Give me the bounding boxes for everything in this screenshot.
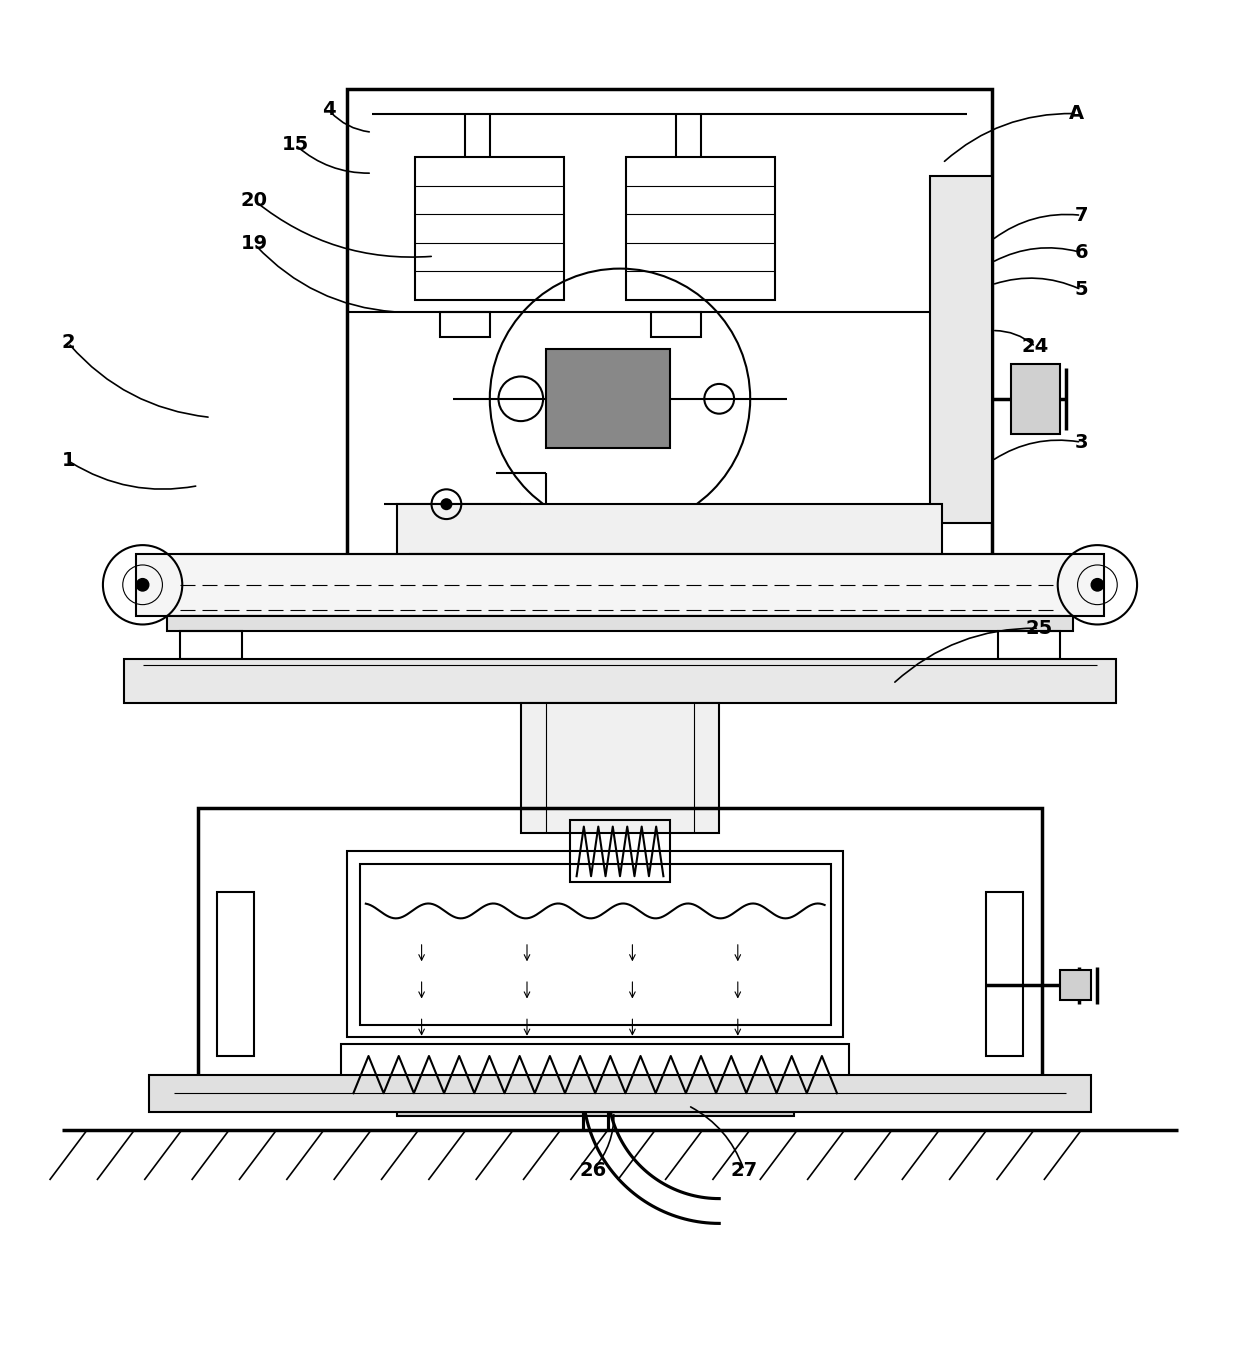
Bar [998,631,1060,659]
Bar [440,312,490,337]
Bar [397,1105,794,1115]
Circle shape [1091,579,1104,591]
Text: 5: 5 [1075,280,1087,300]
Bar [136,554,1104,616]
Bar [1011,364,1060,434]
Text: 20: 20 [241,192,268,209]
Text: 6: 6 [1075,244,1087,263]
Text: 7: 7 [1075,205,1087,224]
Bar [167,616,1073,631]
Text: 24: 24 [1022,338,1049,356]
Text: 15: 15 [281,135,309,155]
Bar [198,808,1042,1081]
Text: 3: 3 [1075,432,1087,451]
Bar [360,863,831,1025]
Bar [521,703,719,833]
Bar [347,89,992,584]
Bar [415,157,564,300]
Text: 4: 4 [322,100,335,119]
Bar [397,505,942,572]
Bar [986,892,1023,1056]
Bar [217,892,254,1056]
Text: 25: 25 [1025,618,1053,637]
Bar [347,851,843,1037]
Text: 19: 19 [241,234,268,253]
Bar [124,659,1116,703]
Bar [546,349,670,449]
Text: 2: 2 [62,334,74,353]
Text: 1: 1 [62,451,74,471]
Text: 27: 27 [730,1160,758,1179]
Circle shape [136,579,149,591]
Bar [570,821,670,882]
Bar [341,1044,849,1105]
Bar [930,175,992,523]
Text: 26: 26 [579,1160,606,1179]
Text: A: A [1069,104,1084,123]
Bar [1060,970,1091,1000]
Bar [651,312,701,337]
Bar [626,157,775,300]
Bar [149,1075,1091,1112]
Bar [180,631,242,659]
Circle shape [441,499,451,509]
